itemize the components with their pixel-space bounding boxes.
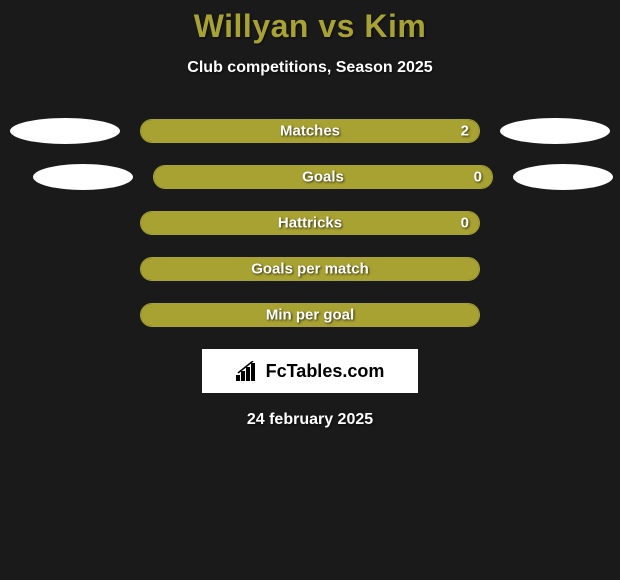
comparison-infographic: Willyan vs Kim Club competitions, Season… [0, 0, 620, 429]
player-left-ellipse [10, 118, 120, 144]
player-left-ellipse [33, 164, 133, 190]
stat-value: 0 [474, 169, 482, 186]
stat-value: 0 [461, 215, 469, 232]
logo: FcTables.com [236, 361, 385, 382]
stat-bar: Matches 2 [140, 119, 480, 143]
stat-label: Min per goal [266, 307, 354, 324]
subtitle: Club competitions, Season 2025 [0, 59, 620, 77]
stat-label: Hattricks [278, 215, 342, 232]
bars-icon [236, 361, 262, 381]
page-title: Willyan vs Kim [0, 8, 620, 45]
date-text: 24 february 2025 [0, 411, 620, 429]
player-right-ellipse [513, 164, 613, 190]
stat-bar: Goals per match [140, 257, 480, 281]
stat-bar: Hattricks 0 [140, 211, 480, 235]
stat-row: Goals 0 [0, 165, 620, 189]
stat-rows: Matches 2 Goals 0 Hattricks 0 Goals per match M… [0, 119, 620, 327]
stat-value: 2 [461, 123, 469, 140]
stat-label: Goals [302, 169, 344, 186]
stat-row: Goals per match [0, 257, 620, 281]
logo-text: FcTables.com [266, 361, 385, 382]
stat-bar: Goals 0 [153, 165, 493, 189]
stat-row: Hattricks 0 [0, 211, 620, 235]
player-right-ellipse [500, 118, 610, 144]
logo-box: FcTables.com [202, 349, 418, 393]
stat-row: Matches 2 [0, 119, 620, 143]
stat-bar: Min per goal [140, 303, 480, 327]
stat-row: Min per goal [0, 303, 620, 327]
stat-label: Goals per match [251, 261, 369, 278]
stat-label: Matches [280, 123, 340, 140]
